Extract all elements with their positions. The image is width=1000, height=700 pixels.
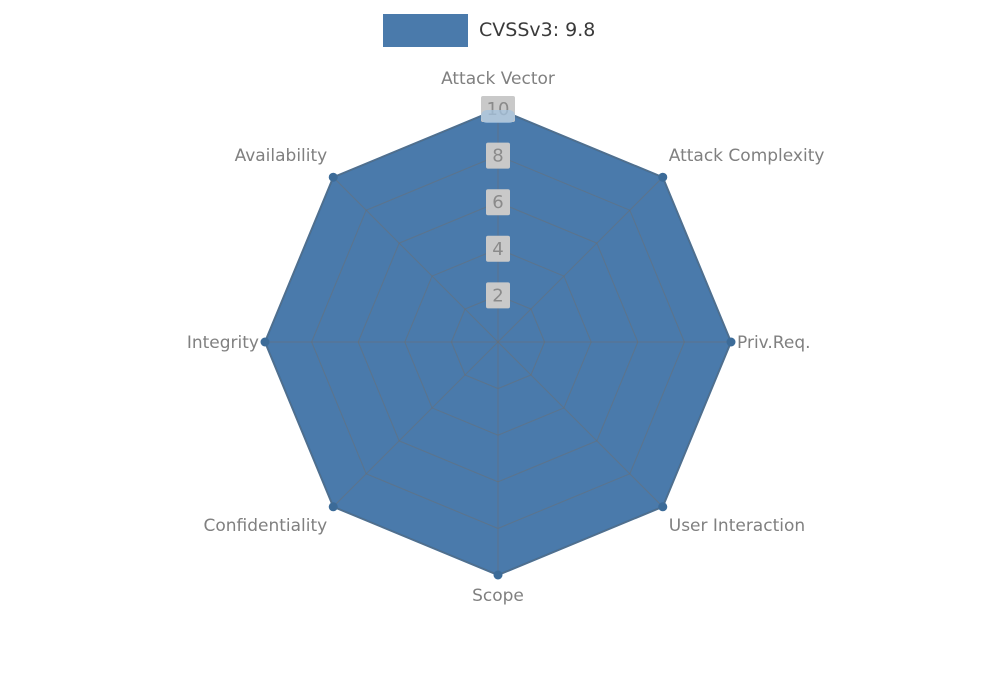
tick-label-box: [486, 189, 510, 216]
tick-label-box: [486, 142, 510, 169]
grid-spoke: [497, 176, 664, 343]
legend-swatch: [383, 14, 468, 47]
grid-spoke: [332, 176, 499, 343]
series-point: [493, 570, 503, 580]
series-point: [328, 502, 338, 512]
tick-label-box: [486, 235, 510, 262]
legend: CVSSv3: 9.8: [383, 14, 595, 47]
series-point: [328, 172, 338, 182]
axis-label-priv-req: Priv.Req.: [737, 333, 811, 353]
axis-label-attack-vector: Attack Vector: [441, 69, 555, 89]
series-point: [658, 502, 668, 512]
series-point: [658, 172, 668, 182]
series-point: [726, 337, 736, 347]
tick-label: 4: [492, 239, 503, 260]
axis-label-scope: Scope: [472, 586, 524, 606]
axis-label-user-interaction: User Interaction: [669, 516, 805, 536]
tick-label: 8: [492, 146, 503, 167]
axis-label-attack-complexity: Attack Complexity: [669, 146, 825, 166]
axis-label-availability: Availability: [235, 146, 328, 166]
axis-label-confidentiality: Confidentiality: [203, 516, 327, 536]
tick-label: 2: [492, 285, 503, 306]
axis-label-integrity: Integrity: [187, 333, 259, 353]
tick-label-box: [486, 282, 510, 309]
grid-spoke: [332, 341, 499, 508]
grid-spoke: [497, 341, 664, 508]
series-point-highlight: [481, 110, 515, 123]
legend-label: CVSSv3: 9.8: [479, 19, 596, 41]
series-point: [260, 337, 270, 347]
tick-label: 6: [492, 192, 503, 213]
